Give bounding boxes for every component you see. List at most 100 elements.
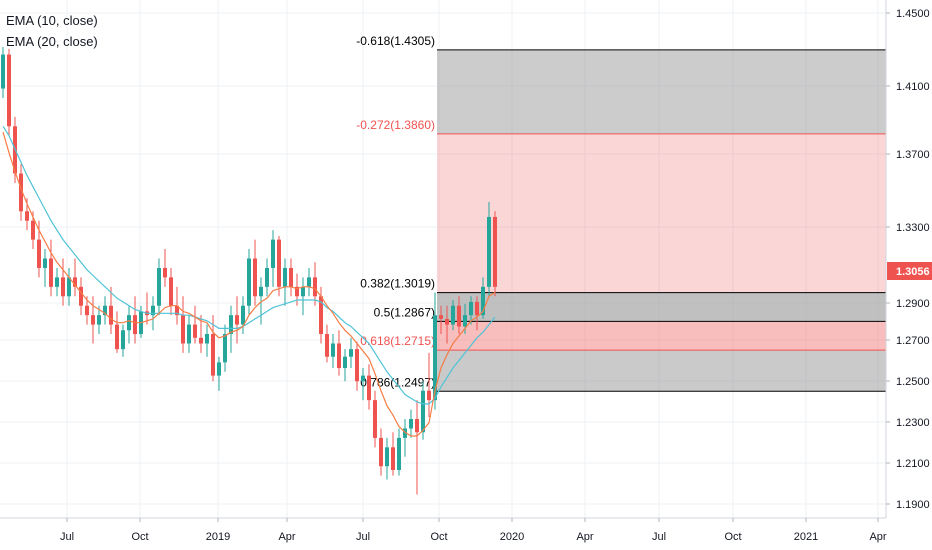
candle [259, 277, 263, 325]
candle [127, 305, 131, 344]
candle-body [151, 305, 155, 316]
candle-body [91, 315, 95, 325]
ema20-line [2, 125, 496, 405]
candle [73, 258, 77, 297]
candle-body [433, 315, 437, 401]
fib-level-label: 0.5(1.2867) [374, 305, 435, 319]
candle [61, 258, 65, 306]
candle [229, 305, 233, 353]
candle-body [289, 267, 293, 287]
candle-body [67, 277, 71, 297]
candle-body [19, 173, 23, 212]
candle [373, 390, 377, 448]
candle [163, 249, 167, 287]
candle [451, 300, 455, 331]
price-tick-label: 1.2700 [896, 335, 930, 347]
candle [211, 315, 215, 382]
candle [427, 352, 431, 418]
time-tick-label: 2020 [500, 531, 524, 543]
candle-body [181, 315, 185, 344]
candle-body [241, 305, 245, 325]
fib-zone [437, 133, 886, 293]
price-tick-label: 1.3300 [896, 222, 930, 234]
candle-body [421, 390, 425, 433]
candle-body [409, 419, 413, 429]
candle [91, 296, 95, 344]
candle-body [343, 356, 347, 369]
legend-ema10[interactable]: EMA (10, close) [6, 13, 98, 28]
candle-body [385, 447, 389, 467]
candle-body [7, 54, 11, 127]
candle [85, 296, 89, 325]
candle [391, 432, 395, 476]
candle-body [493, 216, 497, 287]
candle-body [205, 334, 209, 344]
candle [115, 311, 119, 353]
candle-body [55, 277, 59, 287]
candle-body [253, 258, 257, 297]
candle-body [193, 324, 197, 338]
candle-body [379, 437, 383, 467]
candle-body [163, 267, 167, 278]
ema-lines [2, 125, 496, 437]
candle-body [391, 447, 395, 471]
price-tick-label: 1.2500 [896, 376, 930, 388]
fibonacci-extension[interactable]: -0.618(1.4305) -0.272(1.3860) 0.382(1.3019… [356, 34, 886, 392]
candle [457, 296, 461, 335]
candle [1, 46, 5, 98]
legend-ema20[interactable]: EMA (20, close) [6, 34, 98, 49]
time-tick-label: Apr [278, 531, 295, 543]
candle [55, 267, 59, 297]
candle-body [277, 239, 281, 287]
candle-body [199, 337, 203, 344]
candle [205, 324, 209, 357]
candle [289, 258, 293, 297]
candle-body [481, 286, 485, 316]
candle [475, 296, 479, 331]
price-tick-label: 1.2300 [896, 417, 930, 429]
candle-body [415, 419, 419, 433]
time-tick-label: Jul [356, 531, 370, 543]
candle-body [169, 277, 173, 306]
candle-body [283, 267, 287, 287]
fib-level-label: -0.618(1.4305) [356, 34, 435, 48]
candle-body [301, 286, 305, 297]
candle-body [49, 258, 53, 287]
candle-body [1, 54, 5, 89]
candle [283, 258, 287, 306]
candle-body [271, 239, 275, 268]
price-tick-label: 1.2100 [896, 458, 930, 470]
time-tick-label: Oct [430, 531, 447, 543]
candle [103, 296, 107, 325]
time-tick-label: Oct [724, 531, 741, 543]
candle [133, 296, 137, 344]
candle-body [487, 216, 491, 287]
candle [193, 305, 197, 344]
candle-body [61, 277, 65, 297]
candle-body [175, 305, 179, 316]
candle [157, 258, 161, 316]
candle-body [331, 343, 335, 357]
candle-body [445, 318, 449, 325]
candle-body [469, 301, 473, 316]
candle-body [229, 315, 233, 335]
candle-body [127, 315, 131, 331]
candle-body [475, 301, 479, 316]
candle [379, 428, 383, 476]
candle [367, 364, 371, 410]
candle [19, 164, 23, 221]
time-tick-label: Apr [576, 531, 593, 543]
price-tick-label: 1.2900 [896, 298, 930, 310]
candle [235, 296, 239, 344]
candle-body [427, 390, 431, 401]
candle [109, 286, 113, 335]
last-price-badge [887, 262, 932, 280]
fib-level-label: 0.618(1.2715) [360, 334, 435, 348]
candle [445, 305, 449, 344]
candle [355, 341, 359, 391]
candle [439, 305, 443, 335]
candle-body [403, 428, 407, 438]
candle [271, 230, 275, 287]
candle-body [73, 277, 77, 287]
